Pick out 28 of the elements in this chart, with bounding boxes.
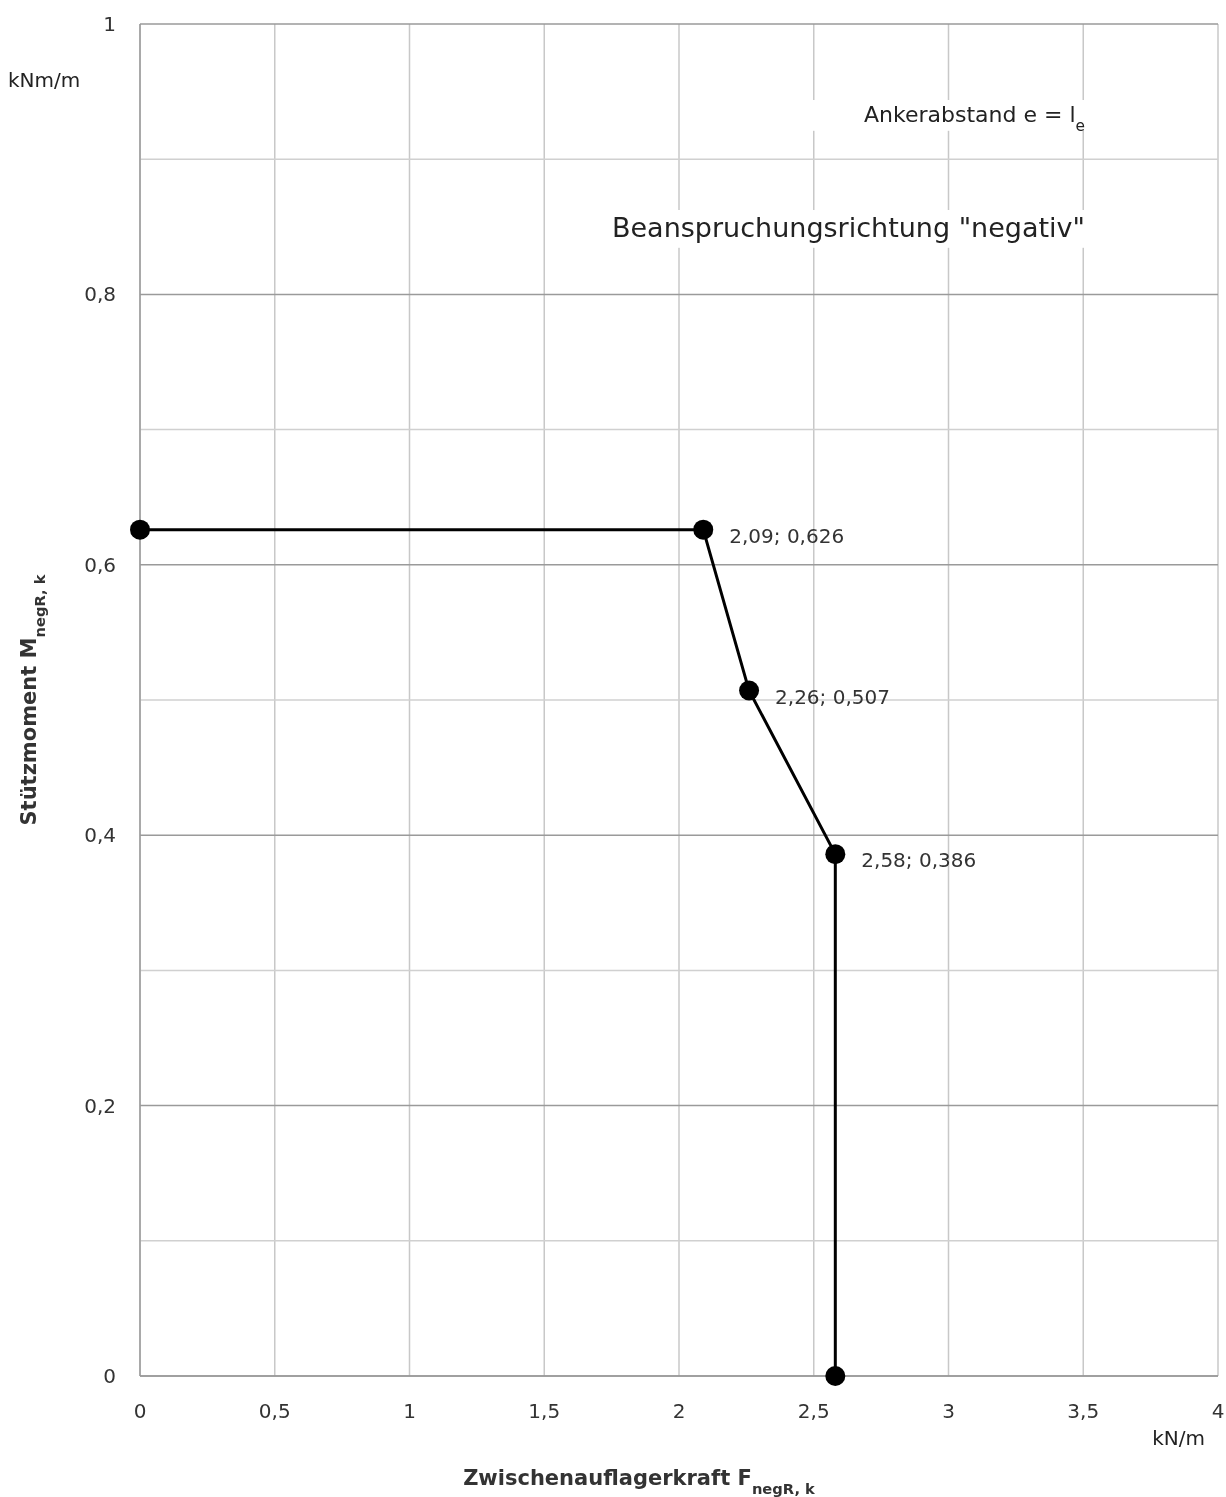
- y-tick-label: 0: [103, 1364, 116, 1388]
- y-tick-label: 0,8: [84, 282, 116, 307]
- y-tick-label: 0,6: [84, 552, 116, 577]
- y-tick-label: 0,2: [84, 1093, 116, 1118]
- point: [693, 519, 714, 540]
- y-tick-label: 1: [103, 12, 116, 36]
- text: kNm/m: [8, 68, 81, 92]
- x-tick-label: 2,5: [797, 1399, 830, 1423]
- x-tick-label: 3: [942, 1399, 955, 1423]
- point: [739, 680, 760, 701]
- x-tick-label: 3,5: [1067, 1399, 1100, 1423]
- annotation: Beanspruchungsrichtung "negativ": [611, 212, 1085, 243]
- data-label: 2,09; 0,626: [729, 523, 845, 548]
- x-tick-label: 4: [1211, 1399, 1225, 1423]
- annotation: Ankerabstand e = l$_{e}$: [864, 102, 1085, 135]
- data-label: 2,58; 0,386: [861, 848, 977, 873]
- x-axis-title: Zwischenauflagerkraft F$_{negR, k}$: [463, 1466, 817, 1497]
- point: [130, 519, 150, 540]
- text: kN/m: [1152, 1426, 1205, 1450]
- x-tick-label: 2: [672, 1399, 686, 1423]
- point: [825, 1366, 846, 1386]
- data-label: 2,26; 0,507: [775, 684, 890, 709]
- x-tick-label: 1,5: [528, 1399, 561, 1423]
- x-tick-label: 1: [403, 1399, 416, 1423]
- y-tick-label: 0,4: [84, 823, 116, 848]
- point: [825, 844, 846, 865]
- x-tick-label: 0,5: [258, 1399, 291, 1423]
- x-tick-label: 0: [133, 1399, 147, 1423]
